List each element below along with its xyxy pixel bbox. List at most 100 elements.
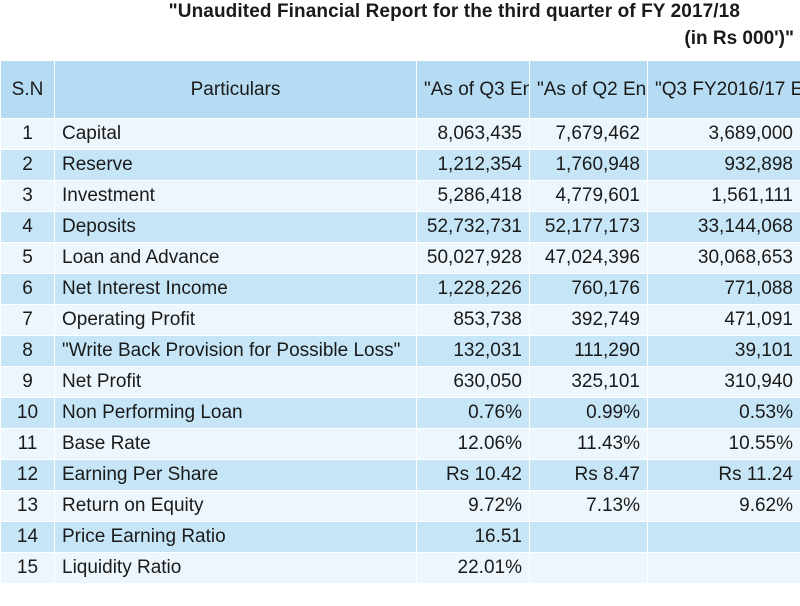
cell-q2-ending: 0.99%	[529, 397, 648, 429]
table-row: 6 Net Interest Income 1,228,226 760,176 771,…	[0, 273, 800, 305]
cell-q2-ending: 7.13%	[529, 490, 648, 522]
table-row: 15 Liquidity Ratio 22.01%	[0, 552, 800, 584]
cell-q2-ending: 760,176	[529, 273, 648, 305]
cell-q3-prev-fy-ending: 932,898	[647, 149, 800, 181]
cell-particulars: Earning Per Share	[54, 459, 417, 491]
cell-sn: 15	[0, 552, 55, 584]
table-row: 13 Return on Equity 9.72% 7.13% 9.62%	[0, 490, 800, 522]
header-sn: S.N	[0, 60, 55, 119]
cell-q2-ending	[529, 521, 648, 553]
cell-sn: 10	[0, 397, 55, 429]
cell-particulars: Liquidity Ratio	[54, 552, 417, 584]
cell-q3-prev-fy-ending	[647, 521, 800, 553]
cell-q3-prev-fy-ending: 471,091	[647, 304, 800, 336]
table-row: 11 Base Rate 12.06% 11.43% 10.55%	[0, 428, 800, 460]
table-row: 10 Non Performing Loan 0.76% 0.99% 0.53%	[0, 397, 800, 429]
cell-q3-ending: Rs 10.42	[416, 459, 530, 491]
cell-q3-ending: 1,228,226	[416, 273, 530, 305]
cell-particulars: "Write Back Provision for Possible Loss"	[54, 335, 417, 367]
cell-q3-ending: 0.76%	[416, 397, 530, 429]
header-q3-ending: "As of Q3 Ending"	[416, 60, 530, 119]
cell-sn: 12	[0, 459, 55, 491]
cell-particulars: Reserve	[54, 149, 417, 181]
cell-sn: 13	[0, 490, 55, 522]
table-row: 2 Reserve 1,212,354 1,760,948 932,898	[0, 149, 800, 181]
cell-sn: 1	[0, 118, 55, 150]
cell-q3-prev-fy-ending: 39,101	[647, 335, 800, 367]
report-title-line2: (in Rs 000')"	[684, 28, 794, 49]
cell-particulars: Loan and Advance	[54, 242, 417, 274]
header-q3-prev-fy-ending: "Q3 FY2016/17 Ending"	[647, 60, 800, 119]
cell-q3-prev-fy-ending: 9.62%	[647, 490, 800, 522]
cell-q3-prev-fy-ending: 3,689,000	[647, 118, 800, 150]
cell-q3-prev-fy-ending: 0.53%	[647, 397, 800, 429]
cell-sn: 3	[0, 180, 55, 212]
cell-q3-ending: 22.01%	[416, 552, 530, 584]
table-row: 12 Earning Per Share Rs 10.42 Rs 8.47 Rs 11.…	[0, 459, 800, 491]
cell-q3-ending: 853,738	[416, 304, 530, 336]
cell-q3-prev-fy-ending: 310,940	[647, 366, 800, 398]
cell-sn: 4	[0, 211, 55, 243]
cell-q3-prev-fy-ending: 10.55%	[647, 428, 800, 460]
report-title: "Unaudited Financial Report for the thir…	[0, 0, 800, 60]
table-row: 14 Price Earning Ratio 16.51	[0, 521, 800, 553]
table-row: 1 Capital 8,063,435 7,679,462 3,689,000	[0, 118, 800, 150]
cell-q3-ending: 50,027,928	[416, 242, 530, 274]
cell-sn: 9	[0, 366, 55, 398]
cell-q2-ending: 7,679,462	[529, 118, 648, 150]
cell-q3-prev-fy-ending: Rs 11.24	[647, 459, 800, 491]
cell-q2-ending: 392,749	[529, 304, 648, 336]
cell-sn: 11	[0, 428, 55, 460]
cell-particulars: Operating Profit	[54, 304, 417, 336]
report-title-line1: "Unaudited Financial Report for the thir…	[168, 1, 740, 22]
cell-q3-prev-fy-ending: 33,144,068	[647, 211, 800, 243]
cell-particulars: Non Performing Loan	[54, 397, 417, 429]
header-particulars: Particulars	[54, 60, 417, 119]
cell-q2-ending: Rs 8.47	[529, 459, 648, 491]
cell-particulars: Investment	[54, 180, 417, 212]
cell-q2-ending: 11.43%	[529, 428, 648, 460]
cell-q2-ending: 4,779,601	[529, 180, 648, 212]
cell-sn: 2	[0, 149, 55, 181]
cell-q2-ending	[529, 552, 648, 584]
cell-sn: 6	[0, 273, 55, 305]
header-q2-ending: "As of Q2 Ending"	[529, 60, 648, 119]
cell-q3-ending: 5,286,418	[416, 180, 530, 212]
cell-q3-ending: 1,212,354	[416, 149, 530, 181]
cell-sn: 8	[0, 335, 55, 367]
cell-sn: 5	[0, 242, 55, 274]
cell-q2-ending: 111,290	[529, 335, 648, 367]
cell-q3-ending: 16.51	[416, 521, 530, 553]
table-row: 9 Net Profit 630,050 325,101 310,940	[0, 366, 800, 398]
cell-q3-prev-fy-ending: 30,068,653	[647, 242, 800, 274]
cell-particulars: Return on Equity	[54, 490, 417, 522]
cell-particulars: Deposits	[54, 211, 417, 243]
table-row: 4 Deposits 52,732,731 52,177,173 33,144,068	[0, 211, 800, 243]
cell-q2-ending: 52,177,173	[529, 211, 648, 243]
cell-sn: 14	[0, 521, 55, 553]
cell-q3-ending: 132,031	[416, 335, 530, 367]
table-row: 7 Operating Profit 853,738 392,749 471,091	[0, 304, 800, 336]
cell-q3-prev-fy-ending: 771,088	[647, 273, 800, 305]
cell-q2-ending: 1,760,948	[529, 149, 648, 181]
cell-q2-ending: 47,024,396	[529, 242, 648, 274]
cell-q3-ending: 9.72%	[416, 490, 530, 522]
cell-particulars: Capital	[54, 118, 417, 150]
table-row: 8 "Write Back Provision for Possible Loss…	[0, 335, 800, 367]
table-body: 1 Capital 8,063,435 7,679,462 3,689,000 2 Rese…	[0, 118, 800, 584]
cell-particulars: Net Profit	[54, 366, 417, 398]
table-header-row: S.N Particulars "As of Q3 Ending" "As of…	[0, 60, 800, 119]
cell-q3-ending: 630,050	[416, 366, 530, 398]
cell-particulars: Price Earning Ratio	[54, 521, 417, 553]
cell-particulars: Base Rate	[54, 428, 417, 460]
financial-report-table: S.N Particulars "As of Q3 Ending" "As of…	[0, 60, 800, 584]
cell-q3-ending: 8,063,435	[416, 118, 530, 150]
table-row: 3 Investment 5,286,418 4,779,601 1,561,111	[0, 180, 800, 212]
cell-q3-ending: 52,732,731	[416, 211, 530, 243]
cell-q3-prev-fy-ending: 1,561,111	[647, 180, 800, 212]
cell-q3-ending: 12.06%	[416, 428, 530, 460]
cell-particulars: Net Interest Income	[54, 273, 417, 305]
cell-sn: 7	[0, 304, 55, 336]
table-row: 5 Loan and Advance 50,027,928 47,024,396 30,…	[0, 242, 800, 274]
cell-q2-ending: 325,101	[529, 366, 648, 398]
